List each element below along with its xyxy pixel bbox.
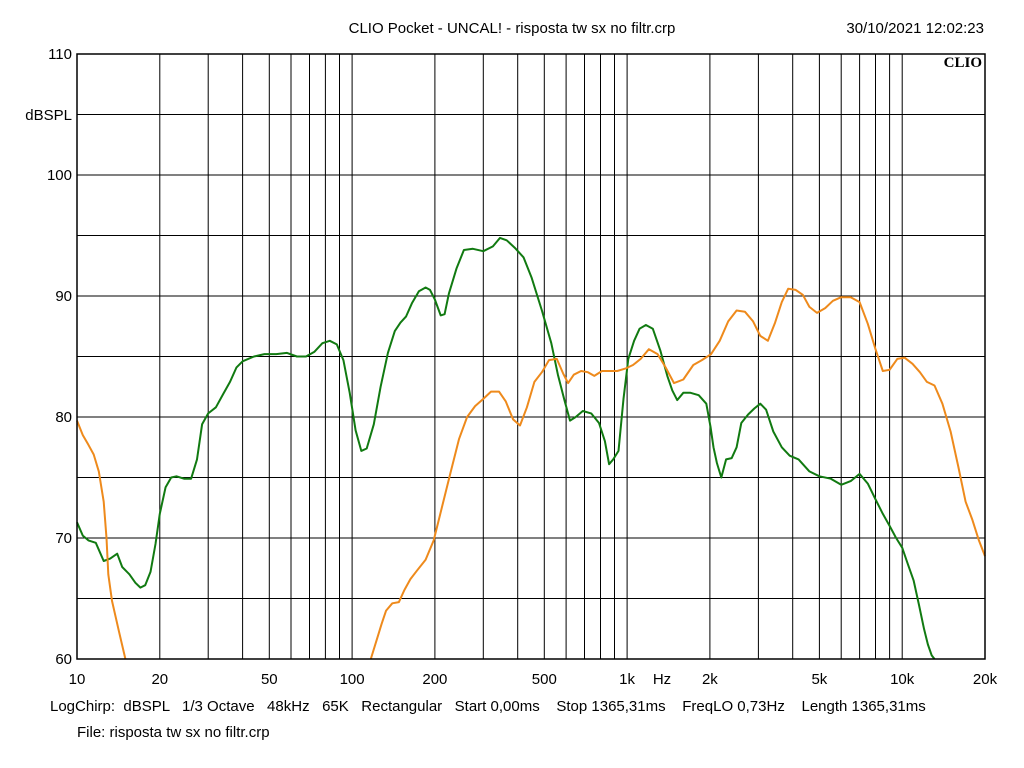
x-tick-label: 1k: [619, 671, 635, 688]
chart-title: CLIO Pocket - UNCAL! - risposta tw sx no…: [349, 20, 676, 37]
y-tick-label: 80: [55, 409, 72, 426]
series-line: [76, 236, 936, 660]
x-tick-label: 20k: [973, 671, 998, 688]
measurement-settings: LogChirp: dBSPL 1/3 Octave 48kHz 65K Rec…: [50, 698, 926, 715]
x-tick-label: 10k: [890, 671, 915, 688]
series-line: [76, 420, 127, 660]
series-line: [369, 287, 986, 660]
y-tick-label: 90: [55, 288, 72, 305]
x-tick-label: 50: [261, 671, 278, 688]
datetime-label: 30/10/2021 12:02:23: [846, 20, 984, 37]
x-tick-labels: 10 20 50 100 200 500 1k 2k 5k 10k 20k: [69, 671, 998, 688]
plot-frame: [76, 53, 986, 660]
y-tick-labels: 110 100 90 80 70 60: [47, 46, 72, 668]
x-tick-label: 2k: [702, 671, 718, 688]
grid: [76, 54, 986, 659]
clio-logo: CLIO: [944, 55, 982, 71]
file-name: File: risposta tw sx no filtr.crp: [77, 724, 270, 741]
y-tick-label: 70: [55, 530, 72, 547]
series-group: [76, 236, 986, 660]
x-tick-label: 10: [69, 671, 86, 688]
x-tick-label: 100: [340, 671, 365, 688]
y-tick-label: 110: [48, 46, 72, 63]
x-axis-label: Hz: [653, 671, 671, 688]
x-tick-label: 20: [151, 671, 168, 688]
y-tick-label: 60: [55, 651, 72, 668]
x-tick-label: 200: [422, 671, 447, 688]
x-tick-label: 500: [532, 671, 557, 688]
y-tick-label: 100: [47, 167, 72, 184]
x-tick-label: 5k: [811, 671, 827, 688]
y-axis-label: dBSPL: [25, 107, 72, 124]
